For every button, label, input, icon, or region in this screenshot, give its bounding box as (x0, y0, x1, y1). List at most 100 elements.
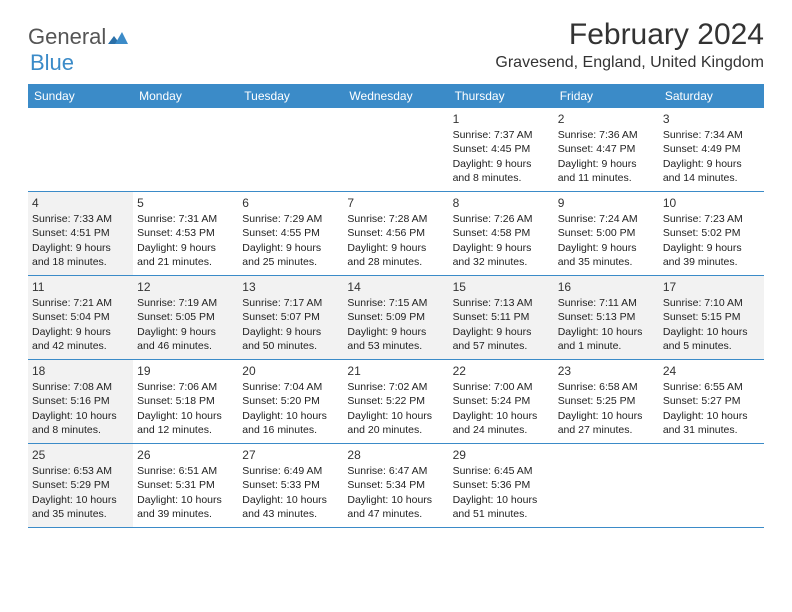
daylight-text-2: and 39 minutes. (137, 507, 234, 521)
sunrise-text: Sunrise: 7:08 AM (32, 380, 129, 394)
sunset-text: Sunset: 5:02 PM (663, 226, 760, 240)
day-cell (659, 444, 764, 527)
daylight-text-2: and 12 minutes. (137, 423, 234, 437)
day-number: 26 (137, 447, 234, 463)
daylight-text-2: and 8 minutes. (453, 171, 550, 185)
day-cell: 13Sunrise: 7:17 AMSunset: 5:07 PMDayligh… (238, 276, 343, 359)
sunset-text: Sunset: 5:27 PM (663, 394, 760, 408)
daylight-text-2: and 14 minutes. (663, 171, 760, 185)
sunset-text: Sunset: 5:04 PM (32, 310, 129, 324)
daylight-text-2: and 50 minutes. (242, 339, 339, 353)
sunset-text: Sunset: 4:53 PM (137, 226, 234, 240)
day-cell (554, 444, 659, 527)
day-number: 17 (663, 279, 760, 295)
day-cell: 28Sunrise: 6:47 AMSunset: 5:34 PMDayligh… (343, 444, 448, 527)
sunrise-text: Sunrise: 7:00 AM (453, 380, 550, 394)
sunset-text: Sunset: 5:25 PM (558, 394, 655, 408)
sunset-text: Sunset: 5:15 PM (663, 310, 760, 324)
day-cell: 9Sunrise: 7:24 AMSunset: 5:00 PMDaylight… (554, 192, 659, 275)
week-row: 1Sunrise: 7:37 AMSunset: 4:45 PMDaylight… (28, 108, 764, 192)
daylight-text-1: Daylight: 10 hours (137, 493, 234, 507)
daylight-text-2: and 42 minutes. (32, 339, 129, 353)
daylight-text-2: and 28 minutes. (347, 255, 444, 269)
sunrise-text: Sunrise: 7:29 AM (242, 212, 339, 226)
day-cell: 12Sunrise: 7:19 AMSunset: 5:05 PMDayligh… (133, 276, 238, 359)
daylight-text-1: Daylight: 9 hours (558, 157, 655, 171)
logo-icon (108, 24, 128, 50)
day-cell: 8Sunrise: 7:26 AMSunset: 4:58 PMDaylight… (449, 192, 554, 275)
daylight-text-1: Daylight: 9 hours (242, 325, 339, 339)
day-header-thursday: Thursday (449, 84, 554, 108)
day-cell: 2Sunrise: 7:36 AMSunset: 4:47 PMDaylight… (554, 108, 659, 191)
daylight-text-1: Daylight: 9 hours (453, 157, 550, 171)
day-number: 3 (663, 111, 760, 127)
calendar-table: Sunday Monday Tuesday Wednesday Thursday… (28, 84, 764, 528)
daylight-text-1: Daylight: 9 hours (558, 241, 655, 255)
day-number: 10 (663, 195, 760, 211)
daylight-text-1: Daylight: 10 hours (558, 409, 655, 423)
day-header-friday: Friday (554, 84, 659, 108)
day-cell: 7Sunrise: 7:28 AMSunset: 4:56 PMDaylight… (343, 192, 448, 275)
week-row: 11Sunrise: 7:21 AMSunset: 5:04 PMDayligh… (28, 276, 764, 360)
day-number: 24 (663, 363, 760, 379)
daylight-text-1: Daylight: 9 hours (663, 241, 760, 255)
daylight-text-1: Daylight: 9 hours (347, 325, 444, 339)
day-cell: 15Sunrise: 7:13 AMSunset: 5:11 PMDayligh… (449, 276, 554, 359)
sunrise-text: Sunrise: 7:24 AM (558, 212, 655, 226)
sunset-text: Sunset: 5:20 PM (242, 394, 339, 408)
daylight-text-1: Daylight: 10 hours (453, 493, 550, 507)
daylight-text-1: Daylight: 10 hours (347, 409, 444, 423)
day-cell: 20Sunrise: 7:04 AMSunset: 5:20 PMDayligh… (238, 360, 343, 443)
day-cell: 14Sunrise: 7:15 AMSunset: 5:09 PMDayligh… (343, 276, 448, 359)
sunrise-text: Sunrise: 6:58 AM (558, 380, 655, 394)
daylight-text-2: and 31 minutes. (663, 423, 760, 437)
week-row: 18Sunrise: 7:08 AMSunset: 5:16 PMDayligh… (28, 360, 764, 444)
daylight-text-2: and 11 minutes. (558, 171, 655, 185)
day-cell (343, 108, 448, 191)
daylight-text-2: and 39 minutes. (663, 255, 760, 269)
daylight-text-2: and 43 minutes. (242, 507, 339, 521)
daylight-text-1: Daylight: 10 hours (242, 409, 339, 423)
sunrise-text: Sunrise: 7:02 AM (347, 380, 444, 394)
day-cell (28, 108, 133, 191)
day-cell: 19Sunrise: 7:06 AMSunset: 5:18 PMDayligh… (133, 360, 238, 443)
sunset-text: Sunset: 5:18 PM (137, 394, 234, 408)
day-cell: 27Sunrise: 6:49 AMSunset: 5:33 PMDayligh… (238, 444, 343, 527)
daylight-text-2: and 51 minutes. (453, 507, 550, 521)
daylight-text-1: Daylight: 10 hours (137, 409, 234, 423)
day-cell: 10Sunrise: 7:23 AMSunset: 5:02 PMDayligh… (659, 192, 764, 275)
daylight-text-2: and 35 minutes. (32, 507, 129, 521)
day-number: 16 (558, 279, 655, 295)
sunset-text: Sunset: 5:33 PM (242, 478, 339, 492)
daylight-text-2: and 5 minutes. (663, 339, 760, 353)
weeks-container: 1Sunrise: 7:37 AMSunset: 4:45 PMDaylight… (28, 108, 764, 528)
day-number: 19 (137, 363, 234, 379)
daylight-text-2: and 21 minutes. (137, 255, 234, 269)
day-number: 29 (453, 447, 550, 463)
day-header-tuesday: Tuesday (238, 84, 343, 108)
sunrise-text: Sunrise: 7:11 AM (558, 296, 655, 310)
sunrise-text: Sunrise: 7:06 AM (137, 380, 234, 394)
day-cell: 25Sunrise: 6:53 AMSunset: 5:29 PMDayligh… (28, 444, 133, 527)
sunrise-text: Sunrise: 7:04 AM (242, 380, 339, 394)
week-row: 4Sunrise: 7:33 AMSunset: 4:51 PMDaylight… (28, 192, 764, 276)
sunrise-text: Sunrise: 7:23 AM (663, 212, 760, 226)
day-number: 6 (242, 195, 339, 211)
daylight-text-2: and 24 minutes. (453, 423, 550, 437)
sunrise-text: Sunrise: 6:45 AM (453, 464, 550, 478)
day-number: 12 (137, 279, 234, 295)
week-row: 25Sunrise: 6:53 AMSunset: 5:29 PMDayligh… (28, 444, 764, 528)
logo: GeneralBlue (28, 18, 128, 76)
header: GeneralBlue February 2024 Gravesend, Eng… (28, 18, 764, 76)
sunset-text: Sunset: 4:49 PM (663, 142, 760, 156)
day-number: 8 (453, 195, 550, 211)
day-cell: 4Sunrise: 7:33 AMSunset: 4:51 PMDaylight… (28, 192, 133, 275)
sunrise-text: Sunrise: 7:28 AM (347, 212, 444, 226)
sunset-text: Sunset: 5:22 PM (347, 394, 444, 408)
sunset-text: Sunset: 5:13 PM (558, 310, 655, 324)
daylight-text-2: and 53 minutes. (347, 339, 444, 353)
daylight-text-2: and 20 minutes. (347, 423, 444, 437)
sunset-text: Sunset: 4:51 PM (32, 226, 129, 240)
daylight-text-1: Daylight: 10 hours (558, 325, 655, 339)
day-number: 20 (242, 363, 339, 379)
